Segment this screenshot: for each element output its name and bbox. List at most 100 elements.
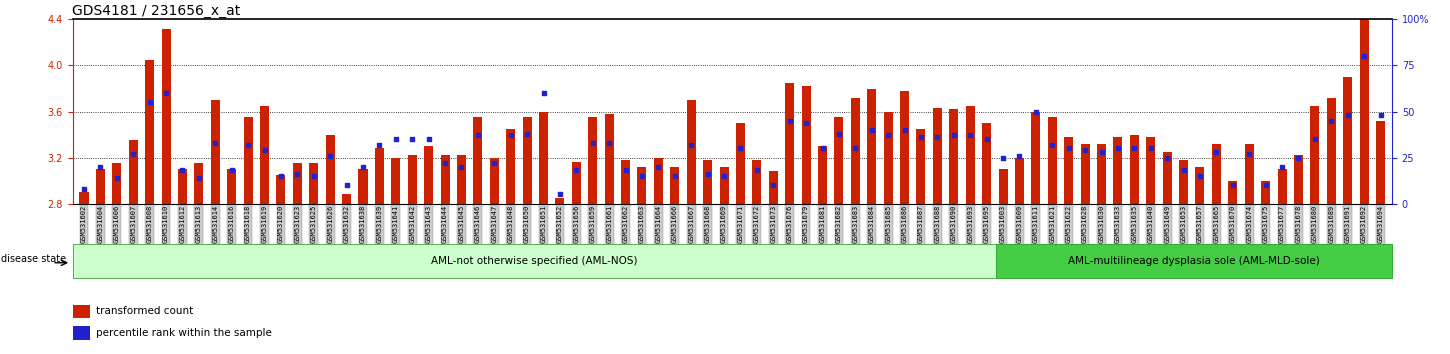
Bar — [834, 117, 844, 204]
Point — [712, 173, 735, 179]
Bar — [996, 244, 1392, 278]
Point — [1073, 147, 1096, 153]
Bar — [210, 100, 220, 204]
Bar — [1360, 19, 1369, 204]
Bar — [1293, 155, 1304, 204]
Bar — [112, 163, 122, 204]
Point — [1205, 149, 1228, 155]
Bar — [457, 155, 465, 204]
Bar — [982, 123, 992, 204]
Point — [1286, 155, 1309, 160]
Point — [844, 145, 867, 151]
Point — [270, 173, 293, 179]
Point — [1041, 142, 1064, 148]
Point — [155, 90, 178, 96]
Bar — [1064, 137, 1073, 204]
Bar — [228, 169, 236, 204]
Bar — [916, 129, 925, 204]
Bar — [753, 160, 761, 204]
Point — [974, 136, 998, 142]
Bar — [703, 160, 712, 204]
Point — [400, 136, 423, 142]
Bar — [1311, 106, 1320, 204]
Bar — [670, 167, 679, 204]
Bar — [1262, 181, 1270, 204]
Point — [745, 167, 769, 173]
Bar — [129, 140, 138, 204]
Point — [779, 118, 802, 124]
Bar — [392, 158, 400, 204]
Bar — [407, 155, 416, 204]
Bar — [687, 100, 696, 204]
Bar — [1244, 144, 1254, 204]
Text: disease state: disease state — [1, 255, 67, 264]
Point — [925, 135, 948, 140]
Point — [1320, 118, 1343, 124]
Bar — [802, 86, 811, 204]
Bar — [358, 169, 367, 204]
Bar — [950, 109, 958, 204]
Bar — [1163, 152, 1172, 204]
Point — [335, 182, 358, 188]
Bar — [654, 158, 663, 204]
Point — [138, 99, 161, 105]
Bar — [851, 98, 860, 204]
Bar — [818, 146, 826, 204]
Point — [581, 140, 605, 145]
Point — [811, 145, 834, 151]
Point — [171, 167, 194, 173]
Bar — [1212, 144, 1221, 204]
Point — [88, 164, 112, 170]
Point — [252, 147, 276, 153]
Bar — [999, 169, 1008, 204]
Point — [729, 145, 753, 151]
Bar — [589, 117, 597, 204]
Point — [1353, 53, 1376, 59]
Point — [860, 127, 883, 133]
Bar — [1195, 167, 1205, 204]
Point — [302, 173, 325, 179]
Bar — [72, 304, 90, 318]
Bar — [737, 123, 745, 204]
Bar — [1015, 158, 1024, 204]
Bar — [571, 162, 581, 204]
Point — [1254, 182, 1277, 188]
Point — [499, 133, 522, 138]
Point — [1024, 109, 1047, 114]
Point — [795, 120, 818, 125]
Bar — [1147, 137, 1156, 204]
Bar — [490, 158, 499, 204]
Point — [368, 142, 392, 148]
Bar — [638, 167, 647, 204]
Point — [680, 142, 703, 148]
Bar — [161, 29, 171, 204]
Bar — [326, 135, 335, 204]
Point — [286, 171, 309, 177]
Text: GDS4181 / 231656_x_at: GDS4181 / 231656_x_at — [72, 5, 241, 18]
Bar — [1114, 137, 1122, 204]
Point — [1221, 182, 1244, 188]
Point — [958, 133, 982, 138]
Point — [203, 140, 226, 145]
Point — [1335, 112, 1359, 118]
Text: transformed count: transformed count — [96, 307, 194, 316]
Bar — [1098, 144, 1106, 204]
Bar — [1343, 77, 1353, 204]
Bar — [441, 155, 450, 204]
Bar — [194, 163, 203, 204]
Point — [1090, 149, 1114, 155]
Point — [663, 173, 686, 179]
Point — [516, 131, 539, 136]
Bar — [768, 171, 777, 204]
Point — [220, 167, 244, 173]
Bar — [277, 175, 286, 204]
Point — [909, 135, 932, 140]
Bar — [342, 194, 351, 204]
Point — [418, 136, 441, 142]
Point — [548, 192, 571, 197]
Bar — [900, 91, 909, 204]
Point — [351, 164, 374, 170]
Bar — [1277, 169, 1286, 204]
Point — [106, 175, 129, 181]
Point — [1189, 173, 1212, 179]
